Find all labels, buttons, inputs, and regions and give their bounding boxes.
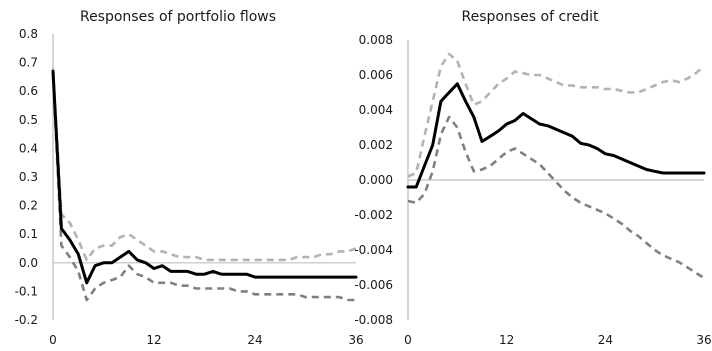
- x-tick-label: 12: [146, 333, 161, 347]
- y-tick-label: 0.3: [19, 170, 38, 184]
- upper-band-line: [51, 68, 357, 262]
- y-tick-label: -0.008: [354, 313, 393, 327]
- x-tick-labels: 0 12 24 36: [404, 333, 711, 347]
- x-tick-label: 36: [696, 333, 711, 347]
- upper-band-line: [407, 52, 705, 178]
- y-tick-label: 0.0: [19, 256, 38, 270]
- y-tick-label: 0.006: [359, 68, 393, 82]
- y-tick-label: 0.1: [19, 227, 38, 241]
- x-tick-label: 0: [49, 333, 57, 347]
- portfolio-flows-chart: Responses of portfolio flows 0.80.70.60.…: [15, 9, 364, 347]
- y-tick-label: 0.5: [19, 113, 38, 127]
- lower-band-line: [407, 115, 705, 280]
- y-tick-label: 0.8: [19, 27, 38, 41]
- y-tick-label: -0.006: [354, 278, 393, 292]
- y-tick-label: 0.6: [19, 84, 38, 98]
- series-group: [406, 52, 706, 280]
- x-tick-label: 0: [404, 333, 412, 347]
- x-tick-labels: 0 12 24 36: [49, 333, 363, 347]
- y-tick-label: 0.000: [359, 173, 393, 187]
- y-tick-label: 0.008: [359, 33, 393, 47]
- y-tick-label: -0.2: [15, 313, 38, 327]
- y-tick-labels: 0.8 0.7 0.6 0.5 0.4 0.3 0.2 0.1 0.0 -0.1 -0.2: [15, 27, 38, 327]
- y-tick-label: -0.002: [354, 208, 393, 222]
- chart-title: Responses of portfolio flows: [80, 9, 276, 25]
- credit-chart: Responses of credit 0.008 0.006 0.004 0.002…: [354, 9, 711, 347]
- response-line: [51, 69, 358, 285]
- y-tick-labels: 0.008 0.006 0.004 0.002 0.000 -0.002 -0.004 -0.…: [354, 33, 393, 327]
- response-line: [406, 82, 706, 189]
- series-group: [51, 68, 358, 302]
- y-tick-label: 0.004: [359, 103, 393, 117]
- y-tick-label: 0.2: [19, 199, 38, 213]
- y-tick-label: -0.1: [15, 284, 38, 298]
- chart-title: Responses of credit: [462, 9, 599, 25]
- y-tick-label: 0.4: [19, 141, 38, 155]
- x-tick-label: 36: [348, 333, 363, 347]
- x-tick-label: 12: [499, 333, 514, 347]
- x-tick-label: 24: [247, 333, 262, 347]
- y-tick-label: 0.7: [19, 56, 38, 70]
- y-tick-label: -0.004: [354, 243, 393, 257]
- x-tick-label: 24: [598, 333, 613, 347]
- y-tick-label: 0.002: [359, 138, 393, 152]
- lower-band-line: [51, 73, 356, 302]
